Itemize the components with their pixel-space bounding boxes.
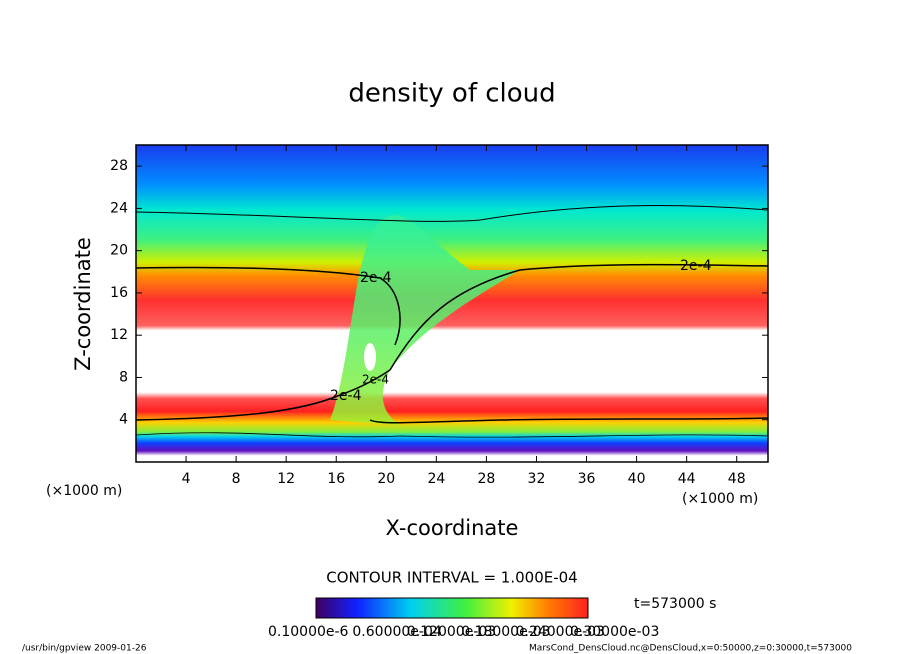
field [136,145,768,462]
y-axis-label: Z-coordinate [71,237,95,371]
y-tick-label: 8 [119,369,128,385]
y-tick-label: 4 [119,412,128,428]
contour-label: 2e-4 [360,270,392,286]
colorbar-label: 0.60000e-04 [352,624,441,640]
y-tick-label: 28 [110,158,128,174]
x-tick-label: 4 [182,471,191,487]
colorbar-label: 0.12000e-03 [407,624,496,640]
contour-label: 2e-4 [680,258,712,274]
x-tick-label: 24 [427,471,445,487]
plot-frame [135,144,769,463]
x-tick-label: 12 [277,471,295,487]
colorbar-label: 0.24000e-03 [516,624,605,640]
chart-title: density of cloud [348,79,555,109]
x-axis-label: X-coordinate [386,516,519,540]
colorbar-label: 0.10000e-6 [268,624,349,640]
x-tick-label: 32 [528,471,546,487]
x-tick-label: 16 [327,471,345,487]
contour-label: 2e-4 [330,388,362,404]
x-tick-label: 8 [232,471,241,487]
x-tick-label: 20 [377,471,395,487]
y-tick-label: 24 [110,200,128,216]
x-tick-label: 36 [578,471,596,487]
x-tick-label: 28 [478,471,496,487]
x-tick-label: 44 [678,471,696,487]
contour-interval: CONTOUR INTERVAL = 1.000E-04 [326,569,577,587]
contour-label: 2e-4 [362,373,389,387]
x-tick-label: 48 [728,471,746,487]
y-tick-label: 20 [110,243,128,259]
colorbar [315,597,589,619]
y-tick-label: 16 [110,285,128,301]
footer-left: /usr/bin/gpview 2009-01-26 [22,644,147,654]
time-label: t=573000 s [634,596,716,612]
colorbar-labels: 0.10000e-6 0.60000e-040.12000e-030.18000e… [268,624,659,640]
y-unit: (×1000 m) [682,491,758,507]
footer-right: MarsCond_DensCloud.nc@DensCloud,x=0:5000… [529,644,852,654]
x-tick-label: 40 [628,471,646,487]
colorbar-label: 0.18000e-03 [461,624,550,640]
y-tick-label: 12 [110,327,128,343]
colorbar-label: 0.30000e-03 [570,624,659,640]
x-unit: (×1000 m) [46,483,122,499]
